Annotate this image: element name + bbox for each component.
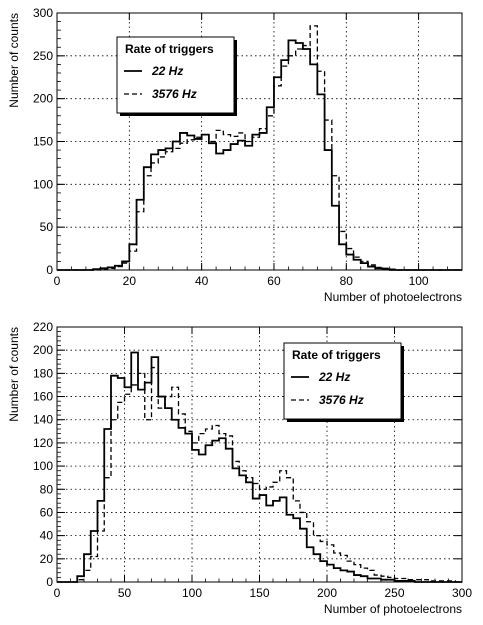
x-tick-label: 80 xyxy=(340,274,354,288)
legend-entry: 3576 Hz xyxy=(152,87,197,101)
histogram-series-3576hz xyxy=(57,25,462,271)
histogram-series-3576hz xyxy=(57,366,462,583)
y-tick-label: 100 xyxy=(33,177,53,191)
x-tick-label: 200 xyxy=(317,586,337,600)
y-tick-label: 100 xyxy=(33,459,53,473)
x-tick-label: 0 xyxy=(54,586,61,600)
x-axis-title: Number of photoelectrons xyxy=(324,602,462,616)
y-tick-label: 20 xyxy=(40,552,54,566)
y-tick-label: 180 xyxy=(33,366,53,380)
y-tick-label: 250 xyxy=(33,49,53,63)
y-tick-label: 300 xyxy=(33,6,53,20)
x-axis: 0 20 40 60 80 100 xyxy=(54,13,463,288)
x-tick-label: 0 xyxy=(54,274,61,288)
y-tick-label: 0 xyxy=(46,575,53,589)
y-tick-label: 0 xyxy=(46,263,53,277)
legend-title: Rate of triggers xyxy=(292,348,381,362)
y-axis-title: Number of counts xyxy=(7,327,21,422)
legend-entry: 3576 Hz xyxy=(319,393,364,407)
x-tick-label: 100 xyxy=(409,274,429,288)
x-tick-label: 60 xyxy=(267,274,281,288)
x-tick-label: 20 xyxy=(123,274,137,288)
y-tick-label: 80 xyxy=(40,482,54,496)
chart-panel-2: 0 50 100 150 200 250 300 0 20 40 60 80 100 120 140 160 1… xyxy=(7,320,472,616)
x-tick-label: 300 xyxy=(452,586,472,600)
legend-box xyxy=(283,342,402,420)
x-tick-label: 150 xyxy=(249,586,269,600)
y-tick-label: 140 xyxy=(33,413,53,427)
x-tick-label: 50 xyxy=(118,586,132,600)
y-tick-label: 60 xyxy=(40,505,54,519)
x-tick-label: 40 xyxy=(195,274,209,288)
y-axis: 0 50 100 150 200 250 300 xyxy=(33,6,462,277)
y-tick-label: 200 xyxy=(33,343,53,357)
legend: Rate of triggers 22 Hz 3576 Hz xyxy=(283,342,404,422)
y-tick-label: 160 xyxy=(33,390,53,404)
y-tick-label: 150 xyxy=(33,135,53,149)
chart-panel-1: 0 20 40 60 80 100 0 50 100 150 200 250 300 Number of … xyxy=(7,6,463,304)
y-axis: 0 20 40 60 80 100 120 140 160 180 200 220 xyxy=(33,320,462,589)
y-tick-label: 200 xyxy=(33,92,53,106)
x-axis-title: Number of photoelectrons xyxy=(324,290,462,304)
legend: Rate of triggers 22 Hz 3576 Hz xyxy=(116,36,237,116)
legend-title: Rate of triggers xyxy=(125,42,214,56)
y-tick-label: 50 xyxy=(40,220,54,234)
y-axis-title: Number of counts xyxy=(7,13,21,108)
x-axis: 0 50 100 150 200 250 300 xyxy=(54,327,472,600)
legend-entry: 22 Hz xyxy=(151,64,183,78)
y-tick-label: 220 xyxy=(33,320,53,334)
legend-box xyxy=(116,36,235,114)
x-tick-label: 250 xyxy=(384,586,404,600)
legend-entry: 22 Hz xyxy=(318,370,350,384)
histogram-series-22hz xyxy=(57,351,462,583)
y-tick-label: 120 xyxy=(33,436,53,450)
y-tick-label: 40 xyxy=(40,529,54,543)
x-tick-label: 100 xyxy=(182,586,202,600)
